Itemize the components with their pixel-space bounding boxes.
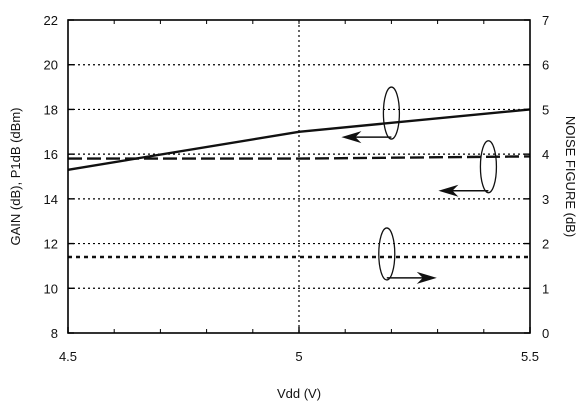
x-tick-label: 5.5	[521, 349, 539, 364]
x-tick-label: 5	[295, 349, 302, 364]
y2-tick-label: 5	[542, 102, 549, 117]
y-tick-label: 16	[44, 147, 58, 162]
series-layer	[67, 108, 531, 259]
y-tick-label: 14	[44, 192, 58, 207]
y2-tick-label: 4	[542, 147, 549, 162]
annotation-arrow-head	[416, 271, 437, 284]
y2-tick-label: 3	[542, 192, 549, 207]
y2-tick-label: 6	[542, 58, 549, 73]
annotations-layer	[341, 86, 498, 284]
series-line-solid	[67, 108, 531, 171]
annotation-ellipse	[382, 86, 401, 140]
x-axis-label: Vdd (V)	[277, 386, 321, 401]
annotation-arrow-head	[438, 184, 459, 197]
grid-lines	[68, 20, 530, 333]
y2-axis-label: NOISE FIGURE (dB)	[563, 116, 578, 237]
series-line-long-dash	[68, 155, 531, 160]
y2-tick-label: 1	[542, 281, 549, 296]
y-tick-label: 18	[44, 102, 58, 117]
y2-tick-label: 0	[542, 326, 549, 341]
x-tick-label: 4.5	[59, 349, 77, 364]
y-tick-label: 8	[51, 326, 58, 341]
y-tick-label: 22	[44, 13, 58, 28]
y-axis-label: GAIN (dB), P1dB (dBm)	[8, 108, 23, 246]
y2-tick-label: 2	[542, 237, 549, 252]
annotation-ellipse	[378, 227, 396, 281]
y2-tick-label: 7	[542, 13, 549, 28]
y-tick-label: 10	[44, 281, 58, 296]
annotation-arrow-head	[341, 131, 362, 144]
y-tick-label: 12	[44, 237, 58, 252]
tick-marks	[67, 19, 531, 334]
annotation-ellipse	[479, 140, 498, 194]
y-tick-label: 20	[44, 58, 58, 73]
